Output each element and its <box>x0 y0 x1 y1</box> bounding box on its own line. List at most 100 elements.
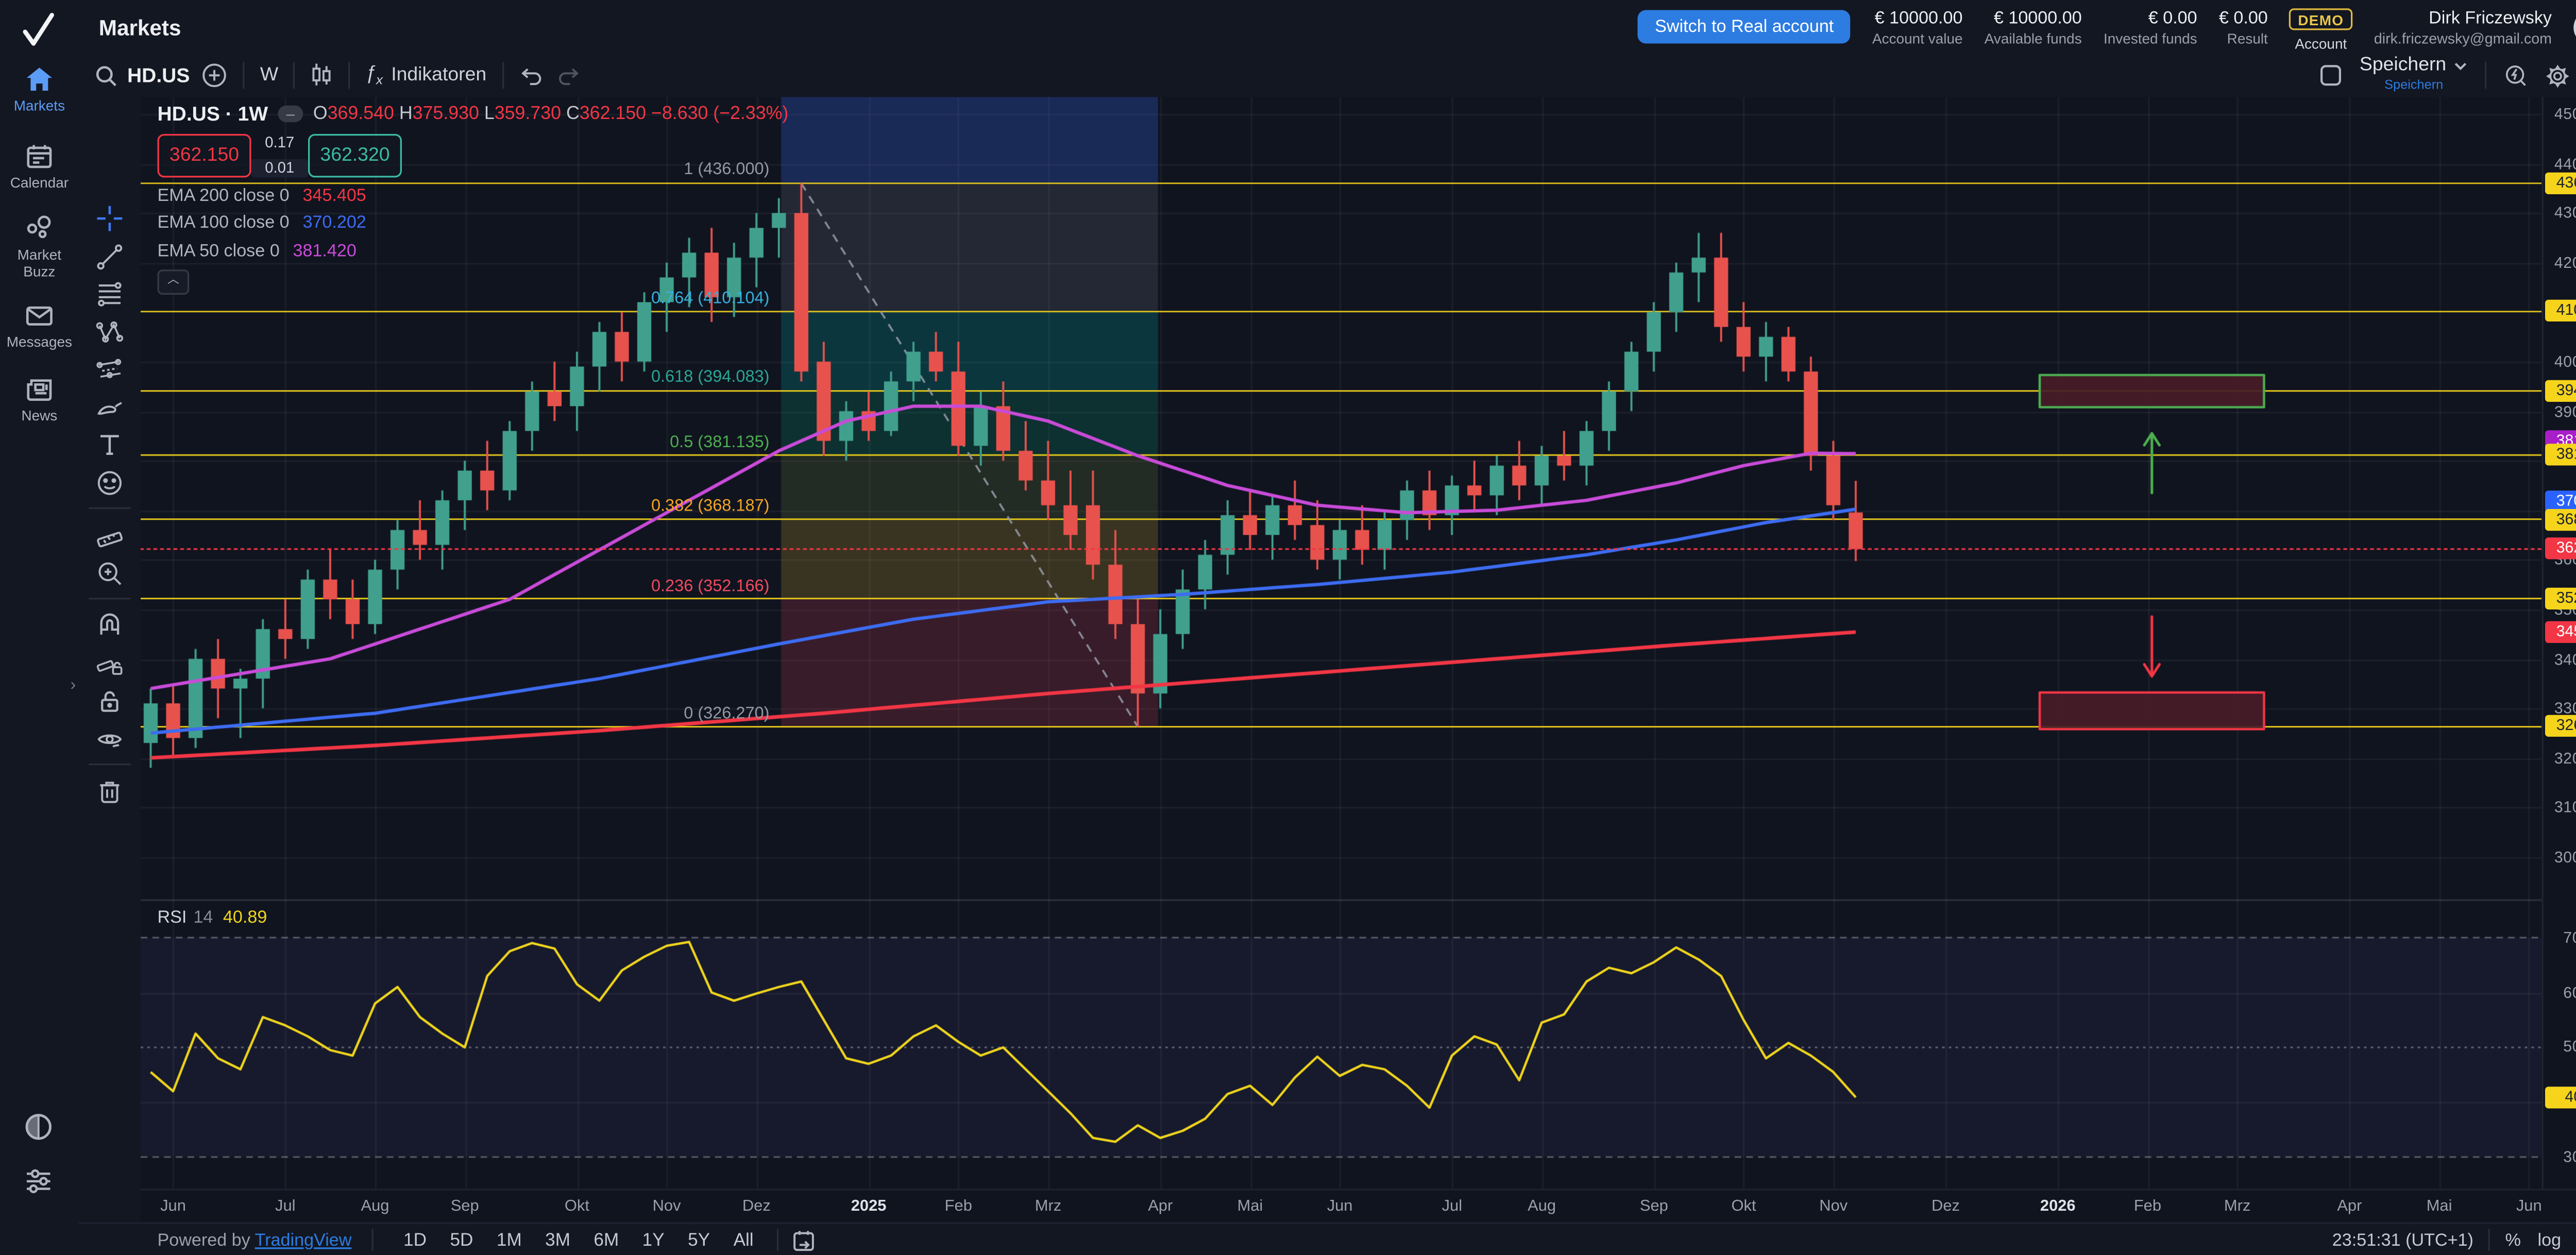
trend-line-tool-icon[interactable] <box>95 242 124 270</box>
time-axis-label: Mai <box>2426 1197 2452 1216</box>
time-axis-label: Jul <box>1442 1197 1463 1216</box>
drawing-lock-tool-icon[interactable] <box>95 649 124 677</box>
range-6m-button[interactable]: 6M <box>594 1230 619 1251</box>
sidebar-item-news[interactable]: News <box>0 374 79 425</box>
sidebar-item-label: Market Buzz <box>17 246 62 279</box>
time-axis-label: 2025 <box>851 1197 887 1216</box>
rsi-chart-canvas[interactable] <box>141 899 2542 1189</box>
fib-level-label: 0 (326.270) <box>684 705 770 724</box>
text-tool-icon[interactable] <box>95 430 124 459</box>
crosshair-tool-icon[interactable] <box>95 205 124 233</box>
user-email: dirk.friczewsky@gmail.com <box>2374 29 2552 46</box>
settings-sliders-icon[interactable] <box>24 1165 54 1196</box>
legend-collapse-button[interactable]: ︿ <box>157 268 190 294</box>
sidebar-item-messages[interactable]: Messages <box>0 300 79 351</box>
price-axis-badge: 410.104 <box>2545 300 2576 322</box>
sidebar-item-label: Markets <box>13 97 65 114</box>
ema-200-legend[interactable]: EMA 200 close 0 345.405 <box>158 185 789 205</box>
remove-all-tool-icon[interactable] <box>95 777 124 805</box>
time-axis-label: Mai <box>1237 1197 1263 1216</box>
price-axis[interactable]: 450.000 440.000 430.000 420.000 400.000 390.0… <box>2541 97 2576 1189</box>
sell-bid-button[interactable]: 362.150 <box>157 134 251 178</box>
ema-50-legend[interactable]: EMA 50 close 0 381.420 <box>158 240 789 260</box>
ema-label: EMA <box>157 212 195 233</box>
scale-log-button[interactable]: log <box>2537 1230 2562 1251</box>
time-axis-label: Dez <box>742 1197 771 1216</box>
fib-level-label: 0.236 (352.166) <box>651 576 770 596</box>
rsi-axis-label: 30.00 <box>2563 1148 2576 1165</box>
symbol-name: HD.US <box>127 63 190 88</box>
emoji-tool-icon[interactable] <box>95 468 124 496</box>
lock-all-tool-icon[interactable] <box>95 687 124 715</box>
rsi-legend[interactable]: RSI 14 40.89 <box>158 908 267 928</box>
brush-tool-icon[interactable] <box>95 393 124 421</box>
time-axis-label: 2026 <box>2040 1197 2076 1216</box>
ohlc-change: −8.630 (−2.33%) <box>651 104 789 124</box>
price-axis-badge: 326.270 <box>2545 715 2576 738</box>
symbol-search-button[interactable]: HD.US <box>94 63 190 88</box>
switch-to-real-account-button[interactable]: Switch to Real account <box>1638 10 1851 44</box>
ema-100-legend[interactable]: EMA 100 close 0 370.202 <box>158 213 789 233</box>
app-sidebar: Markets Calendar Market Buzz Messages Ne… <box>0 0 80 1255</box>
fib-level-label: 0.764 (410.104) <box>651 290 770 309</box>
range-5d-button[interactable]: 5D <box>450 1230 473 1251</box>
tradingview-link[interactable]: TradingView <box>255 1230 352 1251</box>
save-button[interactable]: Speichern Speichern <box>2360 56 2468 94</box>
time-axis-label: Feb <box>944 1197 972 1216</box>
xabcd-pattern-tool-icon[interactable] <box>95 317 124 346</box>
range-buttons: 1D 5D 1M 3M 6M 1Y 5Y All <box>397 1229 760 1252</box>
range-1y-button[interactable]: 1Y <box>642 1230 665 1251</box>
bottom-toolbar: Powered by TradingView 1D 5D 1M 3M 6M 1Y 5Y All… <box>78 1222 2576 1255</box>
price-axis-badge: 436.000 <box>2545 172 2576 194</box>
fx-icon: ƒx <box>365 63 383 88</box>
range-1d-button[interactable]: 1D <box>403 1230 427 1251</box>
quick-search-icon[interactable] <box>2503 63 2529 88</box>
legend-symbol-title[interactable]: HD.US · 1W <box>157 102 268 126</box>
scale-percent-button[interactable]: % <box>2505 1230 2521 1251</box>
stat-available-funds: € 10000.00 Available funds <box>1985 8 2082 46</box>
indicators-button[interactable]: ƒx Indikatoren <box>365 63 486 87</box>
chart-plot-area: HD.US · 1W – O369.540 H375.930 L359.730 … <box>141 97 2542 1189</box>
parallel-channel-tool-icon[interactable] <box>95 355 124 383</box>
rsi-value: 40.89 <box>223 907 267 928</box>
ruler-tool-icon[interactable] <box>95 521 124 549</box>
ohlc-h: 375.930 <box>412 104 479 124</box>
ohlc-l-key: L <box>484 104 495 124</box>
range-3m-button[interactable]: 3M <box>545 1230 570 1251</box>
demo-badge: DEMO <box>2290 8 2352 30</box>
price-axis-label: 400.000 <box>2554 353 2576 370</box>
scale-buttons: %logauto <box>2505 1230 2576 1250</box>
stat-label: Invested funds <box>2103 29 2197 46</box>
price-chart-canvas[interactable] <box>141 97 2542 900</box>
sidebar-item-market-buzz[interactable]: Market Buzz <box>0 213 79 280</box>
object-tree-expander[interactable]: › <box>70 676 76 695</box>
interval-button[interactable]: W <box>260 65 279 86</box>
app-logo[interactable] <box>19 10 59 50</box>
layout-checkbox-icon[interactable] <box>2319 64 2343 88</box>
redo-icon[interactable] <box>555 63 580 88</box>
chart-style-icon[interactable] <box>310 62 334 89</box>
ema-params: 100 close 0 <box>199 212 290 233</box>
avatar[interactable] <box>2573 9 2576 45</box>
gear-icon[interactable] <box>2545 63 2570 88</box>
sidebar-item-calendar[interactable]: Calendar <box>0 141 79 192</box>
hide-all-tool-icon[interactable] <box>95 724 124 753</box>
magnet-tool-icon[interactable] <box>95 611 124 639</box>
undo-icon[interactable] <box>518 63 544 88</box>
time-axis-label: Mrz <box>1035 1197 1062 1216</box>
range-5y-button[interactable]: 5Y <box>688 1230 710 1251</box>
fib-retracement-tool-icon[interactable] <box>95 280 124 308</box>
chart-toolbar: HD.US W ƒx Indikatoren <box>78 54 2576 99</box>
ohlc-o: 369.540 <box>327 104 394 124</box>
go-to-date-icon[interactable] <box>792 1229 816 1252</box>
theme-contrast-icon[interactable] <box>24 1112 54 1142</box>
zoom-in-tool-icon[interactable] <box>95 558 124 587</box>
time-axis[interactable]: Jun Jul Aug Sep Okt Nov Dez 2025 Feb Mrz Apr Mai Jun… <box>141 1189 2576 1224</box>
range-1m-button[interactable]: 1M <box>496 1230 522 1251</box>
range-all-button[interactable]: All <box>733 1230 754 1251</box>
sidebar-item-markets[interactable]: Markets <box>0 64 79 115</box>
buy-ask-button[interactable]: 362.320 <box>308 134 402 178</box>
compare-add-icon[interactable] <box>201 62 228 89</box>
price-axis-label: 320.000 <box>2554 749 2576 767</box>
chart-clock: 23:51:31 (UTC+1) <box>2332 1230 2473 1251</box>
